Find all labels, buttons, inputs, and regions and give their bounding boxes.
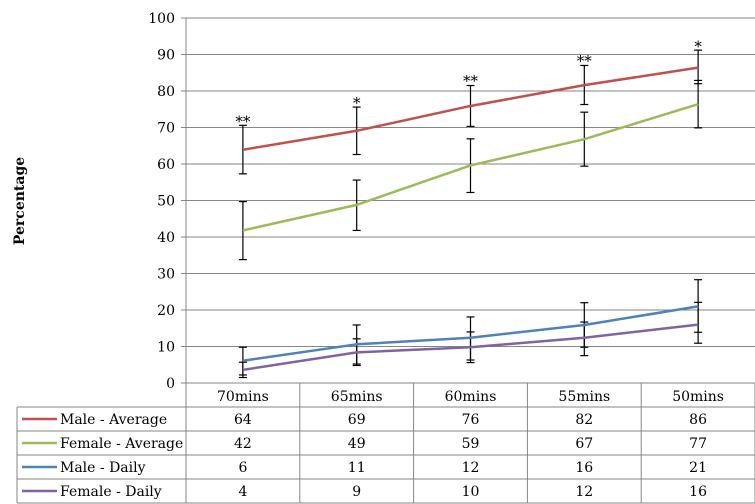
table-cell-2-3: 16 [575,460,593,476]
table-cell-1-2: 59 [462,436,480,452]
y-tick-label-80: 80 [157,84,175,100]
y-axis-label: Percentage [12,157,28,245]
series-line-3 [242,323,699,372]
series-lines [242,66,699,372]
y-tick-label-90: 90 [157,48,175,64]
annotation-0: ** [235,112,251,130]
y-tick-label-40: 40 [157,230,175,246]
error-bars [238,49,703,379]
table-cell-3-3: 12 [575,484,593,500]
y-tick-label-100: 100 [148,11,175,27]
series-line-2 [242,305,699,362]
legend-label-0: Male - Average [60,412,167,428]
table-cell-1-3: 67 [575,436,593,452]
table-cell-0-4: 86 [689,412,707,428]
table-cell-2-2: 12 [462,460,480,476]
annotation-4: * [694,38,702,56]
x-tick-label-4: 50mins [672,389,724,405]
y-tick-label-50: 50 [157,194,175,210]
table-cell-1-4: 77 [689,436,707,452]
significance-annotations: ******** [235,38,702,131]
data-table: 70mins 65mins 60mins 55mins 50mins Male - Ave… [16,382,755,504]
y-tick-label-60: 60 [157,157,175,173]
x-tick-label-3: 55mins [558,389,610,405]
x-tick-label-2: 60mins [445,389,497,405]
series-line-0 [242,66,699,151]
y-tick-label-20: 20 [157,303,175,319]
y-tick-label-70: 70 [157,121,175,137]
legend-label-3: Female - Daily [60,484,162,500]
table-cell-3-1: 9 [352,484,361,500]
legend-label-1: Female - Average [60,436,183,452]
annotation-3: ** [577,52,593,70]
table-cell-0-0: 64 [234,412,252,428]
table-cell-1-0: 42 [234,436,252,452]
y-tick-label-30: 30 [157,267,175,283]
x-tick-label-1: 65mins [331,389,383,405]
annotation-1: * [353,94,361,112]
table-cell-0-2: 76 [462,412,480,428]
table-cell-1-1: 49 [348,436,366,452]
table-cell-2-4: 21 [689,460,707,476]
y-tick-label-10: 10 [157,340,175,356]
table-cell-2-0: 6 [238,460,247,476]
legend-label-2: Male - Daily [60,460,146,476]
y-axis: 0 10 20 30 40 50 60 70 80 90 100 [148,11,187,392]
y-tick-label-0: 0 [166,376,175,392]
table-cell-3-0: 4 [238,484,247,500]
x-tick-label-0: 70mins [217,389,269,405]
table-cell-3-4: 16 [689,484,707,500]
table-cell-0-3: 82 [575,412,593,428]
table-cell-0-1: 69 [348,412,366,428]
table-cell-2-1: 11 [348,460,366,476]
annotation-2: ** [463,72,479,90]
table-cell-3-2: 10 [462,484,480,500]
series-line-1 [242,102,699,232]
